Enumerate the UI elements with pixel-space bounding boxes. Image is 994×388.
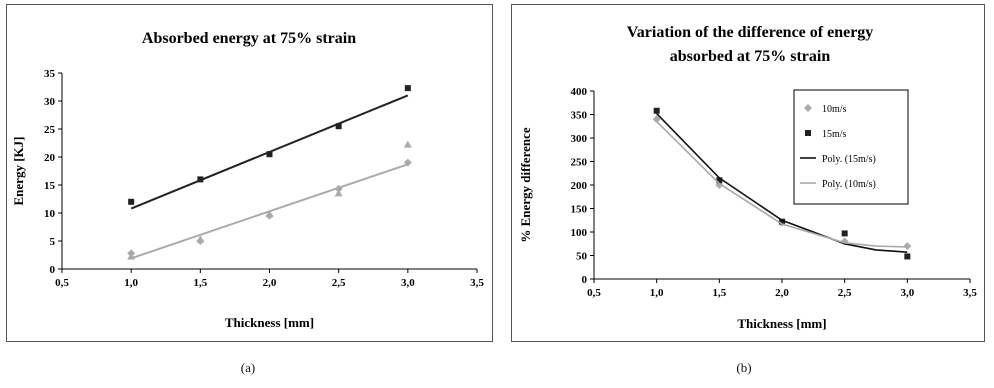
data-point [903, 242, 912, 251]
caption-a: (a) [240, 360, 256, 375]
data-point [652, 115, 661, 124]
y-tick-label: 50 [576, 251, 588, 263]
x-tick-label: 0,5 [55, 277, 69, 289]
y-tick-label: 350 [571, 110, 588, 122]
x-tick-label: 3,5 [470, 277, 484, 289]
legend-label: 15m/s [822, 129, 847, 140]
y-tick-label: 20 [44, 152, 56, 164]
legend-swatch [804, 104, 812, 112]
data-point [266, 151, 273, 158]
y-tick-label: 250 [571, 157, 588, 169]
chart-b: Variation of the difference of energy abs… [518, 24, 977, 331]
data-point [403, 158, 412, 167]
data-point [404, 85, 411, 92]
y-tick-label: 10 [44, 208, 56, 220]
y-tick-label: 0 [582, 274, 588, 286]
x-axis-label: Thickness [mm] [225, 315, 314, 330]
data-point [403, 140, 412, 148]
x-tick-label: 2,0 [775, 287, 789, 299]
x-axis-label: Thickness [mm] [737, 316, 826, 331]
chart-title: Variation of the difference of energy [627, 24, 874, 41]
chart-title: absorbed at 75% strain [670, 48, 831, 65]
x-tick-label: 2,5 [838, 287, 852, 299]
legend-label: 10m/s [822, 104, 847, 115]
legend-label: Poly. (10m/s) [822, 179, 876, 190]
x-tick-label: 3,0 [401, 277, 415, 289]
y-axis-label: Energy [KJ] [11, 137, 26, 206]
y-tick-label: 5 [50, 236, 56, 248]
y-tick-label: 200 [571, 180, 588, 192]
y-tick-label: 150 [571, 204, 588, 216]
x-tick-label: 2,0 [263, 277, 277, 289]
y-tick-label: 0 [50, 264, 56, 276]
data-point [197, 176, 204, 183]
y-tick-label: 30 [44, 96, 56, 108]
y-tick-label: 400 [571, 86, 588, 98]
data-point [335, 123, 342, 130]
legend-label: Poly. (15m/s) [822, 154, 876, 165]
chart-panel-b: Variation of the difference of energy abs… [511, 4, 985, 342]
x-tick-label: 2,5 [332, 277, 346, 289]
data-point [265, 211, 274, 220]
data-point [779, 218, 785, 225]
data-point [653, 107, 660, 114]
chart-a: Absorbed energy at 75% strain 0,5 1,0 1,5 2,… [11, 30, 484, 330]
y-axis-label: % Energy difference [518, 127, 533, 243]
x-tick-label: 1,0 [650, 287, 664, 299]
data-point [128, 198, 135, 205]
data-point [196, 237, 205, 245]
data-point [841, 230, 848, 237]
data-point [716, 177, 723, 184]
y-tick-label: 35 [44, 68, 56, 80]
data-point [904, 253, 911, 260]
y-tick-label: 15 [44, 180, 56, 192]
y-tick-label: 100 [571, 227, 588, 239]
x-tick-label: 1,5 [193, 277, 207, 289]
x-tick-label: 1,5 [712, 287, 726, 299]
x-tick-label: 3,5 [963, 287, 977, 299]
caption-b: (b) [736, 360, 752, 375]
y-tick-label: 25 [44, 124, 56, 136]
x-tick-label: 0,5 [587, 287, 601, 299]
chart-title: Absorbed energy at 75% strain [142, 30, 356, 47]
series-line-3 [656, 120, 908, 248]
series-line-2 [656, 113, 908, 253]
trendline-2 [130, 163, 409, 260]
y-tick-label: 300 [571, 133, 588, 145]
x-tick-label: 3,0 [900, 287, 914, 299]
legend-box [793, 89, 909, 205]
data-point [334, 184, 343, 193]
x-tick-label: 1,0 [124, 277, 138, 289]
data-point [127, 249, 136, 258]
legend-swatch [805, 130, 811, 136]
chart-panel-a: Absorbed energy at 75% strain 0,5 1,0 1,5 2,… [6, 4, 493, 342]
